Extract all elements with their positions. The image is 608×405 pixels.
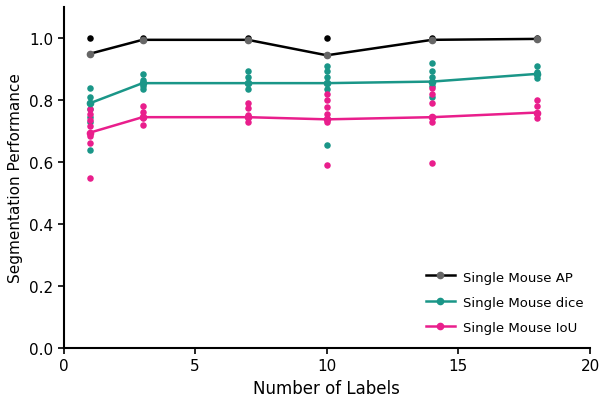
Single Mouse IoU bbox=[139, 115, 146, 120]
Point bbox=[85, 141, 95, 147]
X-axis label: Number of Labels: Number of Labels bbox=[254, 379, 400, 396]
Point bbox=[137, 84, 147, 90]
Point bbox=[85, 36, 95, 43]
Point bbox=[322, 87, 331, 93]
Single Mouse AP bbox=[139, 38, 146, 43]
Point bbox=[85, 118, 95, 124]
Single Mouse IoU bbox=[534, 111, 541, 116]
Point bbox=[243, 119, 253, 126]
Point bbox=[322, 75, 331, 81]
Point bbox=[137, 36, 147, 43]
Point bbox=[322, 111, 331, 118]
Point bbox=[243, 68, 253, 75]
Point bbox=[533, 63, 542, 70]
Point bbox=[85, 147, 95, 153]
Point bbox=[85, 133, 95, 140]
Single Mouse IoU bbox=[323, 117, 330, 122]
Point bbox=[85, 101, 95, 107]
Point bbox=[322, 68, 331, 75]
Single Mouse IoU bbox=[429, 115, 436, 120]
Point bbox=[322, 162, 331, 169]
Point bbox=[85, 85, 95, 92]
Point bbox=[85, 111, 95, 118]
Legend: Single Mouse AP, Single Mouse dice, Single Mouse IoU: Single Mouse AP, Single Mouse dice, Sing… bbox=[426, 271, 584, 335]
Line: Single Mouse IoU: Single Mouse IoU bbox=[87, 110, 541, 136]
Point bbox=[243, 75, 253, 81]
Single Mouse dice bbox=[244, 81, 252, 86]
Single Mouse IoU bbox=[244, 115, 252, 120]
Point bbox=[427, 101, 437, 107]
Y-axis label: Segmentation Performance: Segmentation Performance bbox=[9, 73, 23, 283]
Point bbox=[427, 84, 437, 90]
Point bbox=[243, 36, 253, 43]
Point bbox=[322, 81, 331, 87]
Single Mouse AP bbox=[86, 52, 94, 57]
Point bbox=[137, 109, 147, 116]
Point bbox=[322, 35, 331, 42]
Single Mouse IoU bbox=[86, 131, 94, 136]
Point bbox=[322, 104, 331, 111]
Single Mouse dice bbox=[323, 81, 330, 86]
Point bbox=[322, 92, 331, 98]
Point bbox=[243, 113, 253, 119]
Point bbox=[533, 115, 542, 122]
Point bbox=[427, 75, 437, 81]
Point bbox=[427, 68, 437, 75]
Point bbox=[533, 70, 542, 77]
Point bbox=[322, 98, 331, 104]
Point bbox=[243, 105, 253, 112]
Single Mouse dice bbox=[534, 72, 541, 77]
Point bbox=[243, 87, 253, 93]
Point bbox=[533, 104, 542, 110]
Point bbox=[85, 124, 95, 130]
Point bbox=[533, 98, 542, 104]
Point bbox=[85, 115, 95, 121]
Single Mouse dice bbox=[429, 80, 436, 85]
Point bbox=[137, 115, 147, 122]
Point bbox=[85, 119, 95, 126]
Single Mouse AP bbox=[323, 54, 330, 59]
Point bbox=[322, 119, 331, 126]
Point bbox=[533, 76, 542, 83]
Point bbox=[427, 92, 437, 98]
Single Mouse AP bbox=[429, 38, 436, 43]
Point bbox=[533, 36, 542, 43]
Single Mouse AP bbox=[534, 37, 541, 42]
Point bbox=[137, 71, 147, 78]
Point bbox=[427, 36, 437, 43]
Point bbox=[85, 95, 95, 101]
Point bbox=[137, 78, 147, 84]
Point bbox=[137, 87, 147, 93]
Point bbox=[322, 63, 331, 70]
Point bbox=[85, 175, 95, 181]
Single Mouse dice bbox=[86, 102, 94, 107]
Line: Single Mouse AP: Single Mouse AP bbox=[87, 37, 541, 59]
Line: Single Mouse dice: Single Mouse dice bbox=[87, 72, 541, 107]
Point bbox=[85, 107, 95, 113]
Point bbox=[427, 119, 437, 126]
Single Mouse dice bbox=[139, 81, 146, 86]
Point bbox=[137, 122, 147, 129]
Point bbox=[137, 104, 147, 110]
Point bbox=[243, 101, 253, 107]
Point bbox=[427, 85, 437, 92]
Single Mouse AP bbox=[244, 38, 252, 43]
Point bbox=[427, 95, 437, 101]
Point bbox=[427, 160, 437, 166]
Point bbox=[85, 107, 95, 113]
Point bbox=[243, 81, 253, 87]
Point bbox=[427, 61, 437, 67]
Point bbox=[322, 143, 331, 149]
